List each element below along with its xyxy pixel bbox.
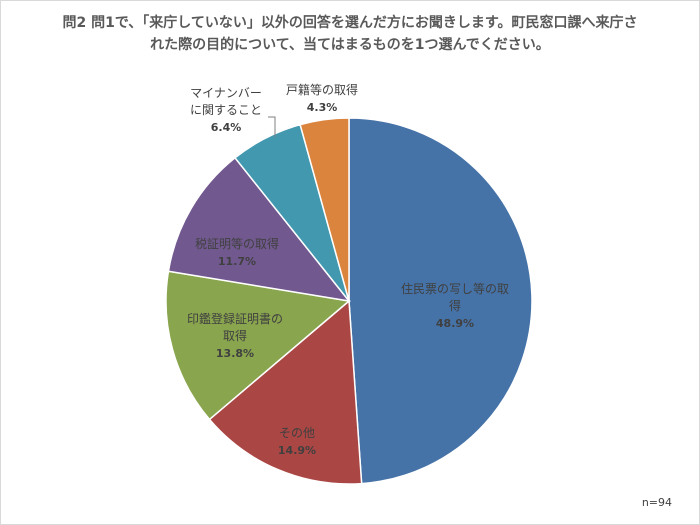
slice-label-text: 印鑑登録証明書の: [187, 311, 283, 326]
slice-label-text: に関すること: [190, 103, 262, 117]
pie-slice: [299, 117, 350, 302]
slice-label-text: 税証明等の取得: [195, 236, 279, 251]
slice-value-label: 11.7%: [218, 255, 256, 268]
slice-label-text: 得: [449, 298, 461, 313]
slice-label: 税証明等の取得 11.7%: [195, 236, 279, 268]
slice-label: その他 14.9%: [278, 426, 316, 457]
pie-slice: [208, 299, 363, 485]
chart-title: 問2 問1で、「来庁していない」以外の回答を選んだ方にお聞きします。町民窓口課へ…: [62, 15, 638, 53]
slice-label-text: 取得: [223, 328, 247, 343]
pie-slice: [348, 117, 533, 485]
slice-label: 戸籍等の取得 4.3%: [286, 82, 358, 114]
slice-value-label: 48.9%: [436, 317, 474, 330]
slice-label-text: その他: [279, 426, 315, 440]
slice-label-text: 住民票の写し等の取: [401, 282, 509, 296]
slice-value-label: 13.8%: [216, 347, 254, 360]
slice-label-text: マイナンバー: [190, 86, 262, 100]
slice-value-label: 14.9%: [278, 444, 316, 457]
sample-size-note: n=94: [641, 496, 672, 509]
slice-value-label: 6.4%: [211, 121, 242, 134]
slice-value-label: 4.3%: [307, 101, 338, 114]
pie-slice: [165, 270, 351, 421]
leader-line: [268, 116, 276, 137]
pie-slice: [167, 156, 351, 303]
slice-label-text: 戸籍等の取得: [286, 82, 358, 97]
